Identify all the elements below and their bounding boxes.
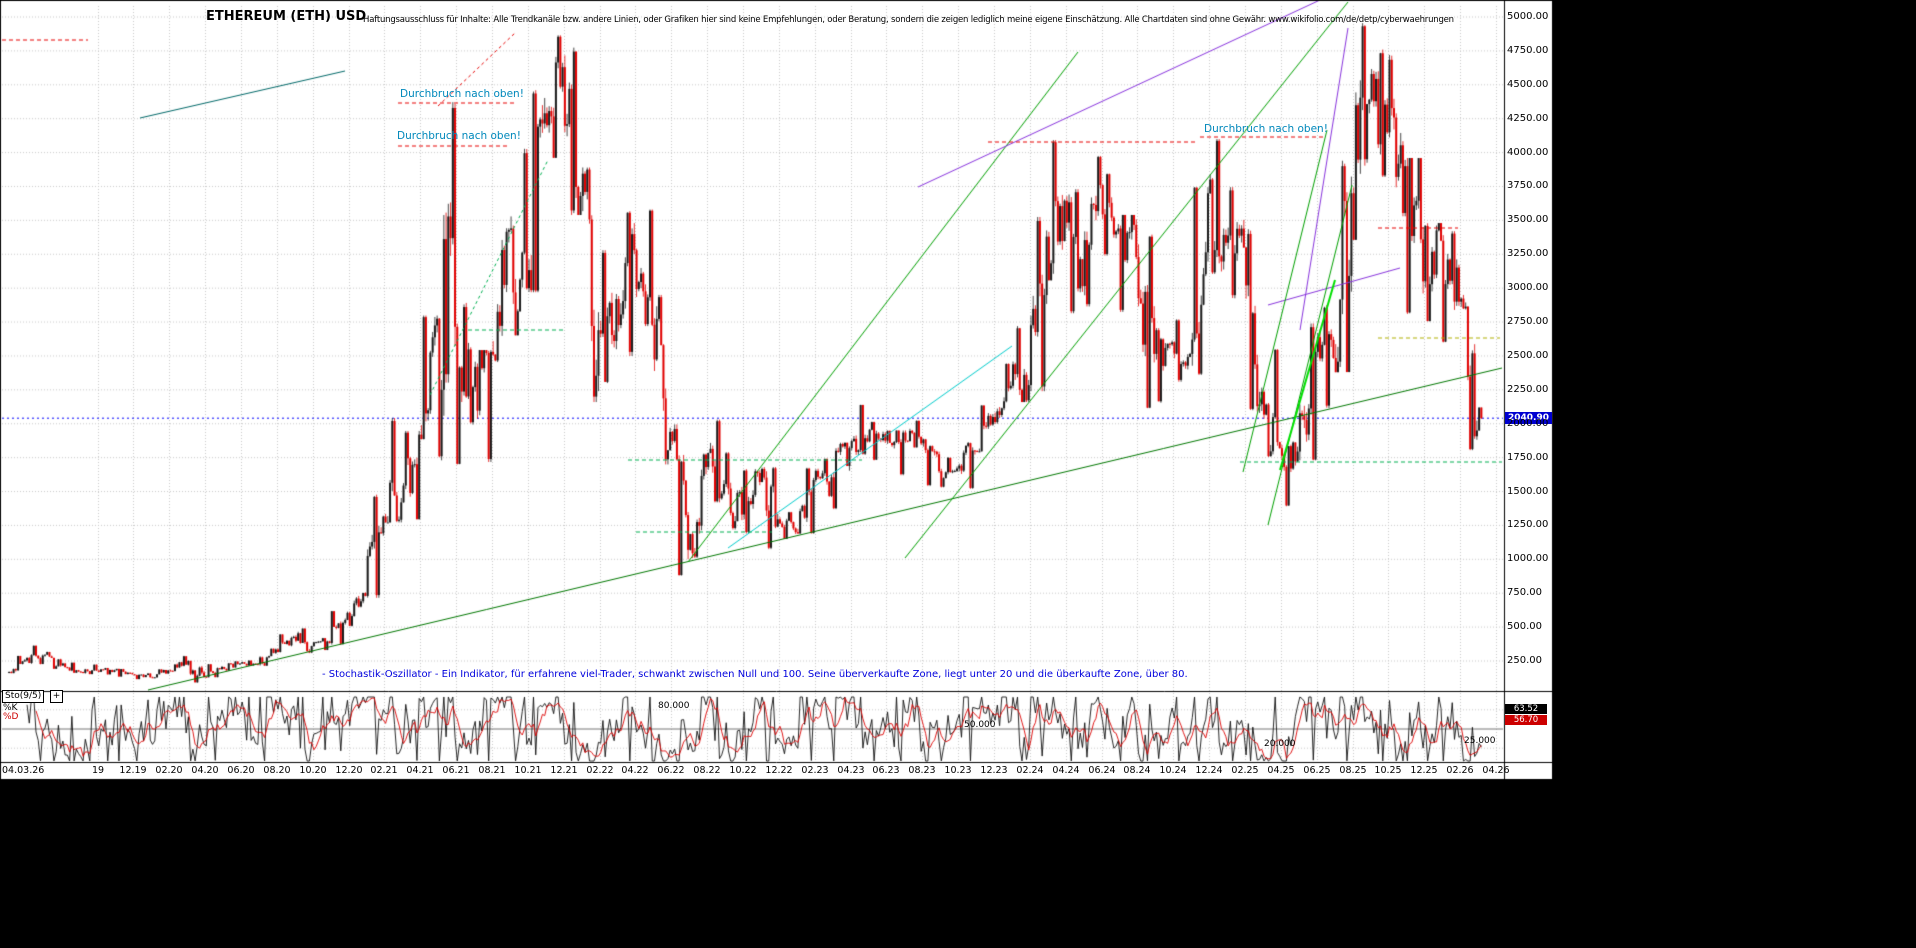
date-label: 02.22 [586, 765, 614, 776]
date-label: 04.25 [1267, 765, 1295, 776]
date-label: 04.26 [1482, 765, 1510, 776]
date-label: 12.21 [550, 765, 578, 776]
add-indicator-button[interactable]: + [50, 690, 63, 703]
price-tick-label: 3750.00 [1507, 180, 1549, 191]
price-tick-label: 3250.00 [1507, 248, 1549, 259]
date-label: 08.23 [908, 765, 936, 776]
price-tick-label: 750.00 [1507, 587, 1542, 598]
price-tick-label: 4000.00 [1507, 147, 1549, 158]
stochastic-k-label: %K [3, 703, 18, 713]
breakout-annotation: Durchbruch nach oben! [1204, 123, 1328, 135]
date-label: 06.21 [442, 765, 470, 776]
date-label: 12.23 [980, 765, 1008, 776]
date-label: 10.23 [944, 765, 972, 776]
date-label: 10.24 [1159, 765, 1187, 776]
date-label: 12.19 [119, 765, 147, 776]
date-label: 06.23 [872, 765, 900, 776]
chart-area: ETHEREUM (ETH) USD Haftungsausschluss fü… [0, 0, 1553, 780]
indicator-name-badge[interactable]: Sto(9/5) [2, 690, 45, 703]
price-tick-label: 1000.00 [1507, 553, 1549, 564]
date-label: 08.22 [693, 765, 721, 776]
date-label: 10.20 [299, 765, 327, 776]
date-label: 04.24 [1052, 765, 1080, 776]
price-tick-label: 2500.00 [1507, 350, 1549, 361]
date-label: 10.22 [729, 765, 757, 776]
date-label: 08.21 [478, 765, 506, 776]
date-label: 19 [91, 765, 105, 776]
date-label: 08.24 [1123, 765, 1151, 776]
date-label: 12.25 [1410, 765, 1438, 776]
date-label: 06.24 [1088, 765, 1116, 776]
price-tick-label: 2250.00 [1507, 384, 1549, 395]
date-label: 08.20 [263, 765, 291, 776]
stochastic-d-label: %D [3, 712, 19, 722]
date-label: 02.25 [1231, 765, 1259, 776]
price-tick-label: 5000.00 [1507, 11, 1549, 22]
price-tick-label: 1750.00 [1507, 452, 1549, 463]
price-tick-label: 4500.00 [1507, 79, 1549, 90]
price-chart-canvas [0, 0, 1553, 780]
date-label: 04.22 [621, 765, 649, 776]
date-label: 12.20 [335, 765, 363, 776]
oscillator-level-label: 50.000 [964, 720, 996, 730]
breakout-annotation: Durchbruch nach oben! [397, 130, 521, 142]
stochastic-d-value-tag: 56.70 [1505, 715, 1547, 725]
date-label: 08.25 [1339, 765, 1367, 776]
stochastic-k-value-tag: 63.52 [1505, 704, 1547, 714]
chart-title: ETHEREUM (ETH) USD [206, 9, 367, 24]
date-label: 06.20 [227, 765, 255, 776]
oscillator-level-label: 20.000 [1264, 739, 1296, 749]
current-price-tag: 2040.90 [1505, 412, 1552, 424]
oscillator-level-label: 25.000 [1464, 736, 1496, 746]
oscillator-description: - Stochastik-Oszillator - Ein Indikator,… [322, 669, 1188, 680]
date-label: 04.21 [406, 765, 434, 776]
date-label: 12.22 [765, 765, 793, 776]
price-tick-label: 2000.00 [1507, 418, 1549, 429]
date-label: 04.20 [191, 765, 219, 776]
price-tick-label: 500.00 [1507, 621, 1542, 632]
price-tick-label: 4750.00 [1507, 45, 1549, 56]
date-label: 02.24 [1016, 765, 1044, 776]
price-tick-label: 250.00 [1507, 655, 1542, 666]
date-label: 06.22 [657, 765, 685, 776]
date-label: 02.20 [155, 765, 183, 776]
date-label: 04.03.26 [2, 765, 45, 776]
price-tick-label: 2750.00 [1507, 316, 1549, 327]
date-label: 04.23 [837, 765, 865, 776]
price-tick-label: 1500.00 [1507, 486, 1549, 497]
date-label: 02.21 [370, 765, 398, 776]
oscillator-level-label: 80.000 [658, 701, 690, 711]
price-tick-label: 4250.00 [1507, 113, 1549, 124]
date-label: 10.25 [1374, 765, 1402, 776]
disclaimer-text: Haftungsausschluss für Inhalte: Alle Tre… [363, 15, 1454, 25]
date-label: 06.25 [1303, 765, 1331, 776]
price-tick-label: 1250.00 [1507, 519, 1549, 530]
price-tick-label: 3000.00 [1507, 282, 1549, 293]
date-label: 12.24 [1195, 765, 1223, 776]
date-label: 02.26 [1446, 765, 1474, 776]
price-tick-label: 3500.00 [1507, 214, 1549, 225]
date-label: 10.21 [514, 765, 542, 776]
date-label: 02.23 [801, 765, 829, 776]
breakout-annotation: Durchbruch nach oben! [400, 88, 524, 100]
